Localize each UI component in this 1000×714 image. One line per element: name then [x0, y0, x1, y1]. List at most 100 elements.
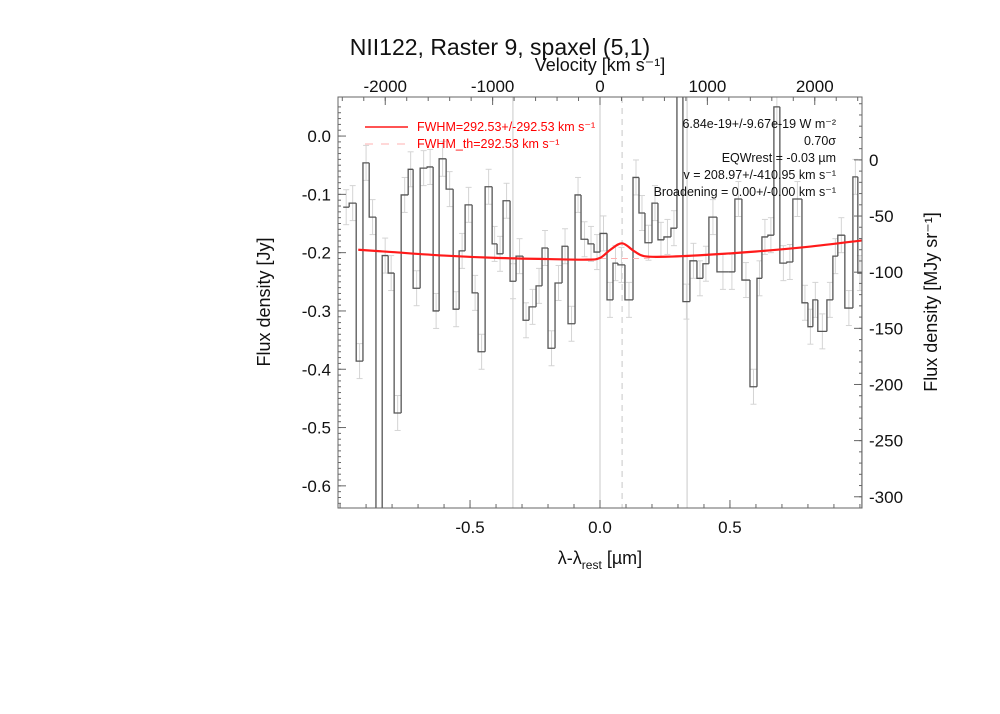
flux-bin [857, 176, 862, 508]
flux-bin [412, 169, 421, 289]
flux-bin [612, 262, 618, 300]
flux-bin [426, 166, 434, 169]
flux-bin [438, 158, 447, 311]
flux-bin [786, 261, 793, 264]
flux-bin [484, 186, 493, 352]
flux-bin [496, 243, 504, 255]
annotation-velocity: v = 208.97+/-410.95 km s⁻¹ [683, 168, 836, 182]
flux-bin [689, 260, 697, 302]
flux-bin [432, 166, 440, 312]
y-tick-label: -0.4 [302, 360, 331, 379]
flux-bin [807, 302, 813, 328]
flux-bin [624, 264, 634, 301]
chart-title: NII122, Raster 9, spaxel (5,1) [350, 34, 650, 60]
top-axis-title: Velocity [km s⁻¹] [535, 55, 666, 75]
x2-tick-label: -1000 [471, 77, 514, 96]
flux-bin [407, 168, 414, 195]
legend: FWHM=292.53+/-292.53 km s⁻¹ FWHM_th=292.… [365, 120, 595, 151]
flux-bin [393, 273, 402, 414]
y-tick-label: -0.2 [302, 244, 331, 263]
flux-bin [502, 200, 511, 254]
fit-curve [358, 239, 862, 261]
flux-bin [638, 177, 645, 214]
flux-bin [400, 194, 409, 413]
y-tick-label: -0.1 [302, 185, 331, 204]
flux-bin [528, 306, 537, 321]
flux-bin [452, 189, 460, 310]
flux-bin [817, 299, 827, 333]
flux-bin [368, 162, 376, 218]
y2-tick-label: -300 [869, 488, 903, 507]
flux-bin [477, 292, 486, 353]
flux-bin [801, 199, 808, 304]
flux-bin [458, 250, 466, 310]
y2-tick-label: 0 [869, 151, 878, 170]
flux-bin [617, 263, 625, 266]
flux-bin [464, 204, 473, 251]
flux-bin [419, 167, 428, 289]
y2-tick-label: -250 [869, 432, 903, 451]
flux-bin [792, 198, 802, 262]
flux-bin [606, 233, 613, 301]
x2-tick-label: 1000 [688, 77, 726, 96]
flux-bin [561, 245, 569, 283]
flux-bin [632, 176, 639, 300]
flux-bin [522, 256, 530, 321]
legend-label-fwhm-th: FWHM_th=292.53 km s⁻¹ [417, 137, 559, 151]
flux-bin [741, 199, 750, 281]
flux-bin [734, 198, 742, 272]
flux-bin [515, 255, 524, 282]
flux-bin [670, 227, 677, 237]
annotation-eqw: EQWrest = -0.03 µm [722, 151, 836, 165]
flux-bin [509, 200, 517, 282]
flux-bin [445, 158, 454, 190]
y-tick-label: -0.5 [302, 419, 331, 438]
flux-bin [567, 246, 576, 325]
annotation-broadening: Broadening = 0.00+/-0.00 km s⁻¹ [654, 185, 836, 199]
y-tick-label: -0.6 [302, 477, 331, 496]
flux-bin [676, 97, 678, 229]
flux-bin [491, 186, 498, 245]
flux-bin [574, 194, 582, 324]
flux-bin [541, 247, 549, 286]
x2-tick-label: -2000 [364, 77, 407, 96]
flux-bin [651, 202, 658, 243]
legend-label-fwhm: FWHM=292.53+/-292.53 km s⁻¹ [417, 120, 595, 134]
x-axis-title: λ-λrest [µm] [558, 548, 642, 572]
flux-bin [554, 282, 563, 349]
flux-bin [580, 194, 589, 240]
flux-bin [471, 204, 479, 294]
flux-bin [852, 176, 858, 309]
flux-bin [362, 162, 370, 362]
y2-tick-label: -50 [869, 207, 894, 226]
flux-bin [716, 217, 729, 273]
flux-bin [702, 263, 709, 279]
flux-bin [773, 106, 780, 236]
flux-bin [663, 236, 671, 240]
flux-bin [547, 247, 556, 349]
flux-bin [387, 255, 395, 274]
annotation-significance: 0.70σ [804, 134, 836, 148]
y2-tick-label: -200 [869, 375, 903, 394]
flux-bin [593, 243, 600, 253]
flux-bin [375, 217, 377, 508]
y-tick-label: -0.3 [302, 302, 331, 321]
flux-bin [708, 216, 717, 264]
flux-bin [381, 254, 389, 508]
x-tick-label: 0.5 [718, 518, 742, 537]
x2-tick-label: 2000 [796, 77, 834, 96]
y-axis-title: Flux density [Jy] [254, 237, 274, 366]
x2-tick-label: 0 [595, 77, 604, 96]
flux-bin [756, 277, 762, 387]
flux-bin [749, 280, 757, 388]
flux-bin [696, 260, 703, 279]
y2-tick-label: -100 [869, 263, 903, 282]
x-tick-label: 0.0 [588, 518, 612, 537]
flux-bin [587, 239, 595, 245]
x-tick-label: -0.5 [455, 518, 484, 537]
flux-bin [535, 285, 543, 307]
right-axis-title: Flux density [MJy sr⁻¹] [921, 212, 941, 392]
flux-bin [599, 232, 608, 253]
flux-bin [832, 255, 838, 300]
